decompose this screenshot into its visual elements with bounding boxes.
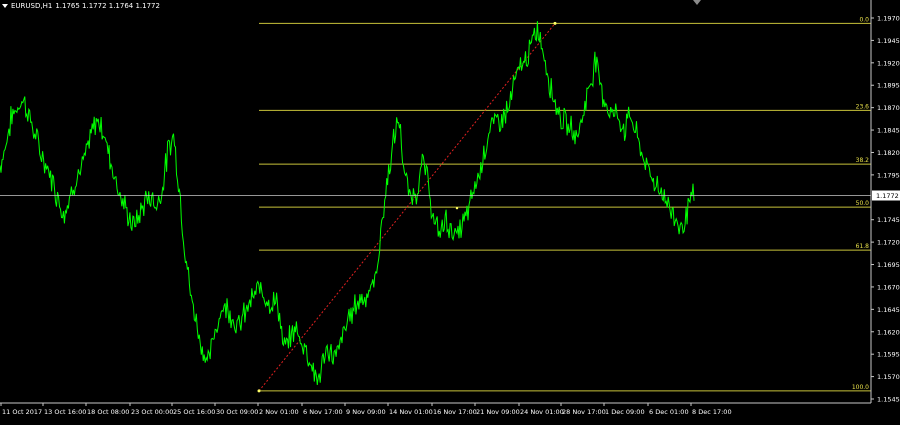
price-tick-label: 1.1670: [877, 283, 900, 291]
chart-header: EURUSD,H1 1.1765 1.1772 1.1764 1.1772: [2, 2, 160, 10]
time-tick-label: 25 Oct 16:00: [173, 408, 215, 416]
price-tick-label: 1.1970: [877, 15, 900, 23]
time-tick-label: 18 Oct 08:00: [87, 408, 129, 416]
time-tick-label: 6 Nov 17:00: [303, 408, 343, 416]
fib-anchor-low[interactable]: [257, 389, 261, 393]
fib-level-label: 38.2: [856, 157, 870, 164]
time-tick-label: 2 Nov 01:00: [259, 408, 299, 416]
time-tick-label: 14 Nov 01:00: [389, 408, 433, 416]
time-tick-label: 24 Nov 01:00: [520, 408, 564, 416]
time-tick-label: 1 Dec 09:00: [605, 408, 645, 416]
fib-trendline[interactable]: [258, 23, 556, 392]
price-tick-label: 1.1695: [877, 261, 900, 269]
time-tick-label: 6 Dec 01:00: [649, 408, 689, 416]
one-click-trading-toggle-icon[interactable]: [693, 0, 701, 5]
price-tick-label: 1.1570: [877, 373, 900, 381]
price-tick-label: 1.1545: [877, 396, 900, 404]
price-tick-label: 1.1745: [877, 216, 900, 224]
time-tick-label: 21 Nov 09:00: [476, 408, 520, 416]
price-tick-label: 1.1845: [877, 127, 900, 135]
price-tick-label: 1.1945: [877, 37, 900, 45]
fib-mid-marker: [455, 206, 459, 210]
price-tick-label: 1.1895: [877, 82, 900, 90]
fib-level-label: 61.8: [856, 243, 870, 250]
price-series: [0, 21, 695, 385]
price-tick-label: 1.1620: [877, 328, 900, 336]
fib-level-label: 23.6: [856, 103, 870, 110]
time-tick-label: 8 Dec 17:00: [692, 408, 732, 416]
fibonacci-retracement: 0.0 23.6 38.2 50.0 61.8 100.0: [257, 16, 871, 393]
time-axis: 11 Oct 2017 13 Oct 16:00 18 Oct 08:00 23 Oc…: [0, 403, 732, 416]
price-tick-label: 1.1720: [877, 239, 900, 247]
time-tick-label: 11 Oct 2017: [2, 408, 42, 416]
price-axis: 1.1970 1.1945 1.1920 1.1895 1.1870 1.1845 1.18…: [0, 0, 900, 404]
time-tick-label: 13 Oct 16:00: [44, 408, 86, 416]
price-tick-label: 1.1820: [877, 149, 900, 157]
fib-anchor-high[interactable]: [553, 21, 557, 25]
fib-level-label: 100.0: [852, 384, 869, 391]
current-price-badge: [872, 190, 900, 201]
time-tick-label: 28 Nov 17:00: [562, 408, 606, 416]
time-tick-label: 23 Oct 00:00: [131, 408, 173, 416]
price-line: [0, 21, 695, 385]
ohlc-values: 1.1765 1.1772 1.1764 1.1772: [55, 2, 160, 10]
time-tick-label: 30 Oct 09:00: [216, 408, 258, 416]
current-price-label: 1.1772: [876, 192, 899, 200]
price-tick-label: 1.1645: [877, 306, 900, 314]
symbol-label: EURUSD,H1: [11, 2, 53, 10]
price-tick-label: 1.1920: [877, 59, 900, 67]
price-tick-label: 1.1795: [877, 171, 900, 179]
price-tick-label: 1.1595: [877, 351, 900, 359]
fib-level-label: 0.0: [859, 16, 869, 23]
price-tick-label: 1.1870: [877, 104, 900, 112]
chevron-down-icon[interactable]: [2, 4, 8, 8]
time-tick-label: 16 Nov 17:00: [433, 408, 477, 416]
fib-level-label: 50.0: [856, 200, 870, 207]
time-tick-label: 9 Nov 09:00: [346, 408, 386, 416]
